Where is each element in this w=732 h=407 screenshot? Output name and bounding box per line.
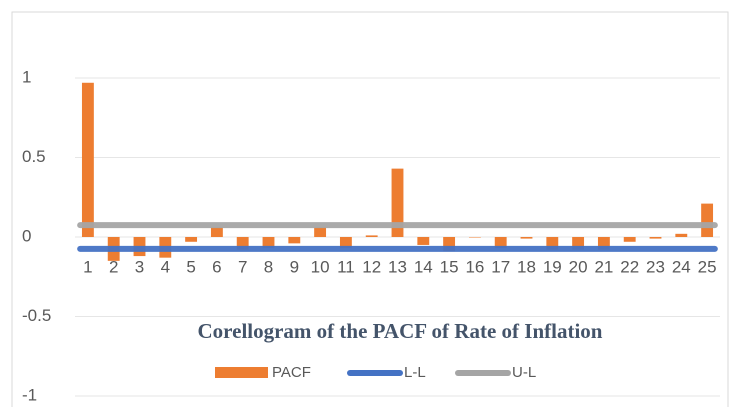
x-tick-label: 24: [672, 257, 691, 276]
x-tick-label: 20: [569, 257, 588, 276]
x-tick-label: 13: [388, 257, 407, 276]
legend-label: PACF: [272, 364, 311, 381]
bar: [443, 237, 456, 252]
x-tick-label: 25: [698, 257, 717, 276]
x-tick-label: 11: [337, 257, 355, 276]
x-tick-label: 16: [465, 257, 484, 276]
legend-label: U-L: [512, 364, 536, 381]
bar: [701, 203, 714, 237]
chart-border: [11, 11, 729, 407]
x-tick-label: 4: [161, 257, 170, 276]
x-tick-label: 17: [491, 257, 510, 276]
x-tick-label: 6: [212, 257, 221, 276]
x-tick-label: 7: [238, 257, 247, 276]
y-tick-label: 1: [22, 67, 31, 86]
bar: [494, 237, 507, 249]
legend-label: L-L: [404, 364, 426, 381]
x-tick-label: 18: [517, 257, 536, 276]
bar: [339, 237, 352, 249]
bar: [623, 237, 636, 242]
x-tick-label: 23: [646, 257, 665, 276]
x-tick-label: 5: [186, 257, 195, 276]
x-tick-label: 12: [362, 257, 381, 276]
x-tick-label: 19: [543, 257, 562, 276]
bar: [288, 237, 301, 244]
bar: [314, 227, 327, 237]
x-tick-label: 15: [440, 257, 459, 276]
y-tick-label: 0: [22, 226, 31, 245]
bar: [520, 237, 533, 239]
bar: [597, 237, 610, 250]
y-tick-label: -1: [22, 385, 37, 404]
bar: [262, 237, 275, 249]
bar: [365, 235, 378, 237]
x-tick-label: 9: [290, 257, 299, 276]
bar: [572, 237, 585, 250]
x-tick-label: 14: [414, 257, 433, 276]
x-tick-label: 8: [264, 257, 273, 276]
bar: [546, 237, 559, 250]
bar: [81, 82, 94, 238]
x-tick-label: 10: [311, 257, 330, 276]
x-tick-label: 22: [620, 257, 639, 276]
x-tick-label: 1: [83, 257, 92, 276]
chart-title: Corellogram of the PACF of Rate of Infla…: [198, 319, 603, 343]
bar: [675, 233, 688, 237]
bar: [210, 227, 223, 237]
bar: [468, 237, 481, 238]
x-tick-label: 3: [135, 257, 144, 276]
x-tick-label: 21: [594, 257, 613, 276]
y-tick-label: -0.5: [22, 306, 51, 325]
bar: [649, 237, 662, 239]
x-tick-label: 2: [109, 257, 118, 276]
y-tick-label: 0.5: [22, 147, 46, 166]
bar: [391, 168, 404, 237]
legend-swatch: [215, 367, 268, 378]
bar: [185, 237, 198, 242]
bar: [236, 237, 249, 250]
bar: [417, 237, 430, 245]
